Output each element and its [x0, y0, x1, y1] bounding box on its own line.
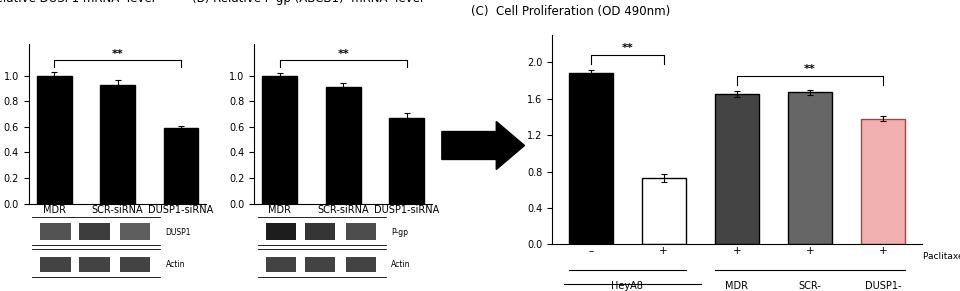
Text: MDR: MDR [726, 281, 748, 291]
Bar [40, 257, 70, 272]
Text: Actin: Actin [391, 260, 411, 269]
Bar [100, 85, 135, 204]
Bar [861, 119, 904, 244]
Bar [80, 257, 109, 272]
Text: **: ** [111, 49, 124, 59]
Text: (A) Relative DUSP1 mRNA  level: (A) Relative DUSP1 mRNA level [0, 0, 155, 6]
Text: **: ** [337, 49, 349, 59]
Bar [715, 94, 758, 244]
Bar [266, 257, 296, 272]
Text: **: ** [621, 43, 633, 53]
Bar [36, 76, 72, 204]
Text: Actin: Actin [165, 260, 185, 269]
FancyArrow shape [442, 122, 524, 169]
Bar [163, 128, 199, 204]
Text: **: ** [804, 64, 816, 74]
Bar [305, 223, 335, 240]
Bar [80, 223, 109, 240]
Bar [346, 257, 376, 272]
Text: DUSP1-
siRNA: DUSP1- siRNA [865, 281, 901, 291]
Bar [262, 76, 298, 204]
Text: HeyA8: HeyA8 [612, 281, 643, 291]
Bar [305, 257, 335, 272]
Bar [642, 178, 685, 244]
Text: Paclitaxel (20,000 ng/ml): Paclitaxel (20,000 ng/ml) [924, 252, 960, 261]
Text: DUSP1: DUSP1 [165, 228, 191, 237]
Text: SCR-
siRNA: SCR- siRNA [796, 281, 825, 291]
Text: (B) Relative P-gp (ABCB1)  mRNA  level: (B) Relative P-gp (ABCB1) mRNA level [192, 0, 423, 6]
Text: P-gp: P-gp [391, 228, 408, 237]
Bar [325, 87, 361, 204]
Bar [389, 118, 424, 204]
Bar [266, 223, 296, 240]
Bar [120, 257, 151, 272]
Bar [40, 223, 70, 240]
Bar [568, 73, 612, 244]
Bar [120, 223, 151, 240]
Text: (C)  Cell Proliferation (OD 490nm): (C) Cell Proliferation (OD 490nm) [470, 5, 670, 18]
Bar [788, 92, 831, 244]
Bar [346, 223, 376, 240]
